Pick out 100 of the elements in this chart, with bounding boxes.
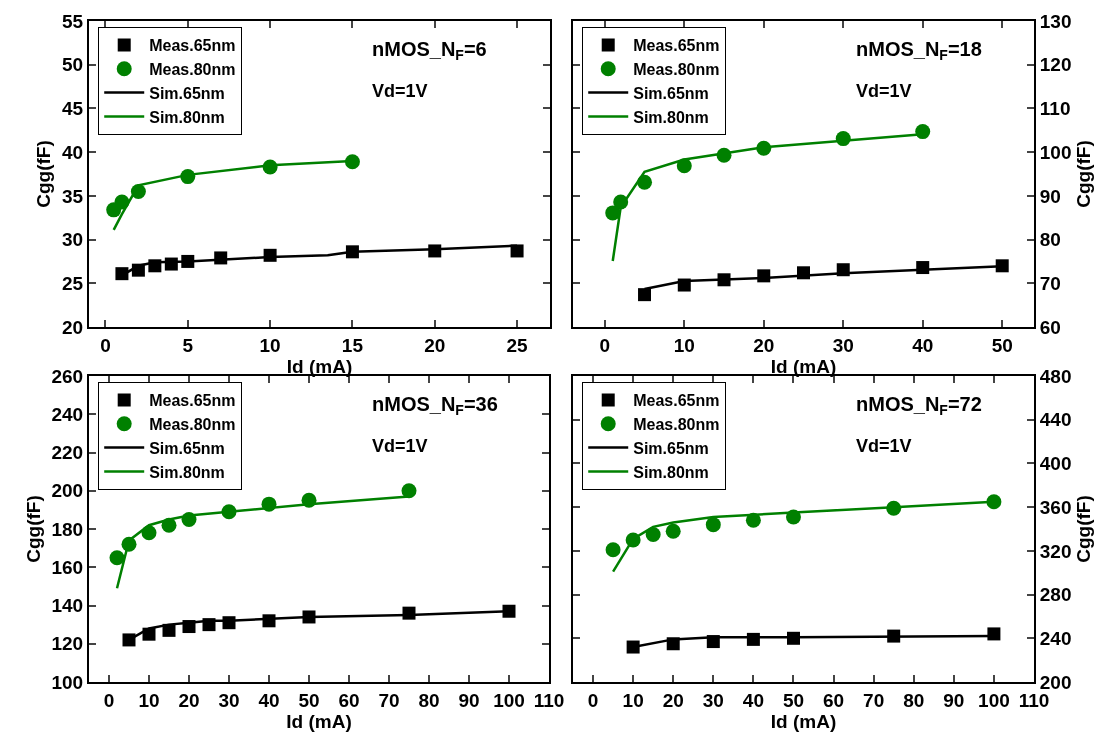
point — [665, 523, 681, 539]
legend-label: Sim.65nm — [633, 439, 709, 457]
annotation: nMOS_N$_{F}$=72 — [856, 393, 982, 419]
x-tick-label: 10 — [138, 689, 160, 711]
point — [626, 640, 640, 654]
x-tick-label: 30 — [218, 689, 240, 711]
point — [344, 154, 360, 170]
y-tick-label: 140 — [51, 595, 84, 617]
x-tick-label: 25 — [506, 334, 529, 356]
x-tick-label: 100 — [978, 689, 1010, 711]
legend-label: Meas.80nm — [633, 61, 720, 79]
y2-tick-label: 320 — [1039, 540, 1072, 562]
y-tick-label: 25 — [62, 272, 84, 294]
legend-label: Sim.80nm — [633, 463, 709, 481]
point — [401, 483, 417, 499]
legend-label: Meas.65nm — [149, 37, 236, 55]
y-tick-label: 200 — [51, 480, 84, 502]
y2-tick-label: 100 — [1039, 141, 1072, 163]
legend-label: Meas.80nm — [633, 416, 720, 434]
x-tick-label: 10 — [259, 334, 281, 356]
annotation: nMOS_N$_{F}$=6 — [372, 38, 487, 64]
y-tick-label: 30 — [62, 229, 84, 251]
x-tick-label: 60 — [338, 689, 360, 711]
x-tick-label: 0 — [103, 689, 115, 711]
legend-label: Meas.65nm — [149, 392, 236, 410]
x-tick-label: 100 — [493, 689, 525, 711]
x-tick-label: 40 — [258, 689, 280, 711]
x-tick-label: 70 — [863, 689, 885, 711]
x-tick-label: 20 — [662, 689, 684, 711]
x-tick-label: 30 — [702, 689, 724, 711]
y-tick-label: 55 — [62, 10, 84, 32]
y2-tick-label: 280 — [1039, 584, 1072, 606]
y-tick-label: 35 — [62, 185, 84, 207]
legend-label: Meas.65nm — [633, 37, 720, 55]
x-tick-label: 110 — [533, 689, 565, 711]
x-tick-label: 10 — [673, 334, 695, 356]
y-axis-title: Cgg(fF) — [22, 495, 44, 563]
legend-label: Sim.65nm — [149, 84, 225, 102]
x-tick-label: 80 — [418, 689, 440, 711]
y-tick-label: 260 — [51, 365, 84, 387]
x-tick-label: 70 — [378, 689, 400, 711]
x-axis-title: Id (mA) — [286, 355, 353, 377]
y-tick-label: 180 — [51, 518, 84, 540]
y2-axis-title: Cgg(fF) — [1072, 495, 1094, 563]
y-tick-label: 160 — [51, 556, 84, 578]
legend-label: Meas.80nm — [149, 61, 236, 79]
x-tick-label: 0 — [599, 334, 611, 356]
x-tick-label: 90 — [458, 689, 480, 711]
point — [705, 517, 721, 533]
point — [987, 627, 1001, 641]
x-tick-label: 80 — [903, 689, 925, 711]
x-tick-label: 20 — [178, 689, 200, 711]
y2-tick-label: 60 — [1039, 316, 1061, 338]
y2-tick-label: 130 — [1039, 10, 1072, 32]
y-tick-label: 40 — [62, 141, 84, 163]
legend-label: Sim.80nm — [149, 463, 225, 481]
y-tick-label: 240 — [51, 403, 84, 425]
y2-tick-label: 480 — [1039, 365, 1072, 387]
x-tick-label: 50 — [991, 334, 1013, 356]
x-tick-label: 10 — [622, 689, 644, 711]
y-tick-label: 50 — [62, 54, 84, 76]
y-tick-label: 220 — [51, 442, 84, 464]
point — [605, 542, 621, 558]
legend-label: Sim.80nm — [633, 108, 709, 126]
y2-tick-label: 110 — [1039, 98, 1071, 120]
annotation: Vd=1V — [856, 436, 912, 456]
y2-axis-title: Cgg(fF) — [1072, 140, 1094, 208]
x-axis-title: Id (mA) — [286, 710, 352, 732]
x-axis-title: Id (mA) — [770, 710, 837, 732]
x-tick-label: 90 — [943, 689, 965, 711]
legend-label: Sim.65nm — [633, 84, 709, 102]
x-tick-label: 15 — [341, 334, 364, 356]
x-tick-label: 20 — [424, 334, 446, 356]
x-axis-title: Id (mA) — [770, 355, 837, 377]
y-tick-label: 45 — [62, 98, 84, 120]
x-tick-label: 0 — [100, 334, 111, 356]
x-tick-label: 50 — [298, 689, 320, 711]
x-tick-label: 40 — [912, 334, 934, 356]
legend-label: Sim.65nm — [149, 439, 225, 457]
x-tick-label: 5 — [182, 334, 194, 356]
annotation: nMOS_N$_{F}$=36 — [372, 393, 498, 419]
annotation: nMOS_N$_{F}$=18 — [856, 38, 982, 64]
y2-tick-label: 440 — [1039, 409, 1072, 431]
annotation: Vd=1V — [372, 436, 428, 456]
annotation: Vd=1V — [372, 81, 428, 101]
legend-label: Meas.65nm — [633, 392, 720, 410]
x-tick-label: 0 — [587, 689, 599, 711]
y-tick-label: 120 — [51, 633, 84, 655]
y2-tick-label: 120 — [1039, 54, 1072, 76]
y-tick-label: 20 — [62, 316, 84, 338]
y2-tick-label: 80 — [1039, 229, 1061, 251]
y-tick-label: 100 — [51, 671, 84, 693]
annotation: Vd=1V — [856, 81, 912, 101]
y2-tick-label: 90 — [1039, 185, 1061, 207]
x-tick-label: 50 — [782, 689, 805, 711]
y-axis-title: Cgg(fF) — [33, 140, 55, 208]
legend-label: Meas.80nm — [149, 416, 236, 434]
y2-tick-label: 400 — [1039, 453, 1072, 475]
y2-tick-label: 240 — [1039, 627, 1072, 649]
y2-tick-label: 360 — [1039, 496, 1072, 518]
